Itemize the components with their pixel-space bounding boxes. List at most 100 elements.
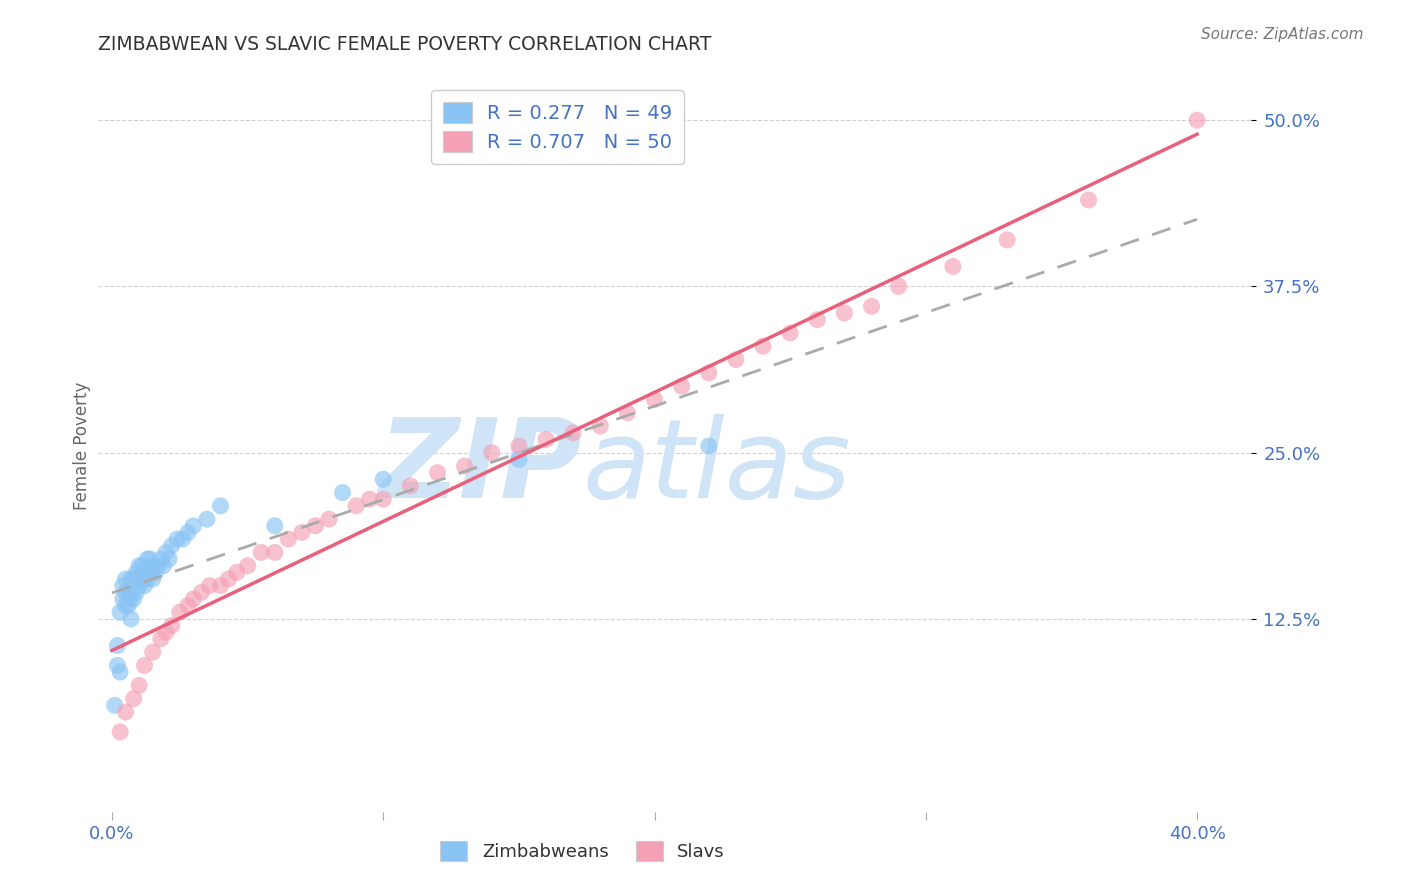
Point xyxy=(172,532,194,546)
Point xyxy=(834,306,856,320)
Point xyxy=(616,406,638,420)
Point xyxy=(166,532,188,546)
Point xyxy=(1185,113,1208,128)
Point xyxy=(806,312,828,326)
Point xyxy=(128,678,150,692)
Point xyxy=(136,572,159,586)
Point xyxy=(942,260,965,274)
Point xyxy=(134,566,156,580)
Point xyxy=(114,585,136,599)
Point xyxy=(195,512,218,526)
Text: ZIP: ZIP xyxy=(380,415,582,522)
Point xyxy=(697,439,720,453)
Point xyxy=(263,518,285,533)
Point xyxy=(177,525,200,540)
Point xyxy=(277,532,299,546)
Point xyxy=(107,658,129,673)
Point xyxy=(671,379,693,393)
Point xyxy=(120,572,142,586)
Point xyxy=(114,705,136,719)
Point xyxy=(860,299,883,313)
Point xyxy=(373,472,395,486)
Point xyxy=(111,579,134,593)
Point xyxy=(142,558,165,573)
Point xyxy=(145,566,167,580)
Point xyxy=(117,585,139,599)
Point xyxy=(209,579,232,593)
Point xyxy=(198,579,221,593)
Point xyxy=(318,512,340,526)
Point xyxy=(131,558,153,573)
Point xyxy=(225,566,247,580)
Point xyxy=(752,339,775,353)
Point xyxy=(209,499,232,513)
Point xyxy=(149,552,172,566)
Point xyxy=(114,599,136,613)
Point xyxy=(142,645,165,659)
Point xyxy=(114,572,136,586)
Point xyxy=(131,572,153,586)
Point xyxy=(697,366,720,380)
Point xyxy=(125,585,148,599)
Point xyxy=(304,518,326,533)
Point xyxy=(107,639,129,653)
Point xyxy=(120,612,142,626)
Point xyxy=(146,558,169,573)
Point xyxy=(426,466,449,480)
Point xyxy=(117,599,139,613)
Point xyxy=(453,458,475,473)
Legend: Zimbabweans, Slavs: Zimbabweans, Slavs xyxy=(433,834,733,869)
Point xyxy=(155,625,177,640)
Point xyxy=(149,632,172,646)
Point xyxy=(344,499,367,513)
Point xyxy=(139,552,162,566)
Point xyxy=(183,518,205,533)
Point xyxy=(250,545,273,559)
Point xyxy=(128,579,150,593)
Point xyxy=(534,433,557,447)
Point xyxy=(152,558,174,573)
Point xyxy=(160,539,183,553)
Point xyxy=(508,452,530,467)
Point xyxy=(139,566,162,580)
Point xyxy=(589,419,612,434)
Text: atlas: atlas xyxy=(582,415,851,522)
Point xyxy=(142,572,165,586)
Point xyxy=(122,572,145,586)
Point xyxy=(160,618,183,632)
Point xyxy=(120,591,142,606)
Point xyxy=(125,566,148,580)
Point xyxy=(291,525,314,540)
Point xyxy=(995,233,1018,247)
Point xyxy=(128,558,150,573)
Y-axis label: Female Poverty: Female Poverty xyxy=(73,382,91,510)
Point xyxy=(122,591,145,606)
Point xyxy=(887,279,910,293)
Point xyxy=(108,725,131,739)
Point xyxy=(155,545,177,559)
Point xyxy=(779,326,801,340)
Point xyxy=(108,665,131,679)
Point xyxy=(332,485,354,500)
Point xyxy=(134,658,156,673)
Point xyxy=(218,572,240,586)
Point xyxy=(724,352,747,367)
Point xyxy=(190,585,212,599)
Point xyxy=(104,698,127,713)
Text: Source: ZipAtlas.com: Source: ZipAtlas.com xyxy=(1201,27,1364,42)
Point xyxy=(508,439,530,453)
Point xyxy=(263,545,285,559)
Point xyxy=(481,445,503,459)
Point xyxy=(111,591,134,606)
Point xyxy=(134,579,156,593)
Point xyxy=(136,552,159,566)
Point xyxy=(108,605,131,619)
Point xyxy=(122,691,145,706)
Point xyxy=(169,605,191,619)
Point xyxy=(157,552,180,566)
Point xyxy=(236,558,259,573)
Point xyxy=(644,392,666,407)
Point xyxy=(183,591,205,606)
Point xyxy=(177,599,200,613)
Point xyxy=(373,492,395,507)
